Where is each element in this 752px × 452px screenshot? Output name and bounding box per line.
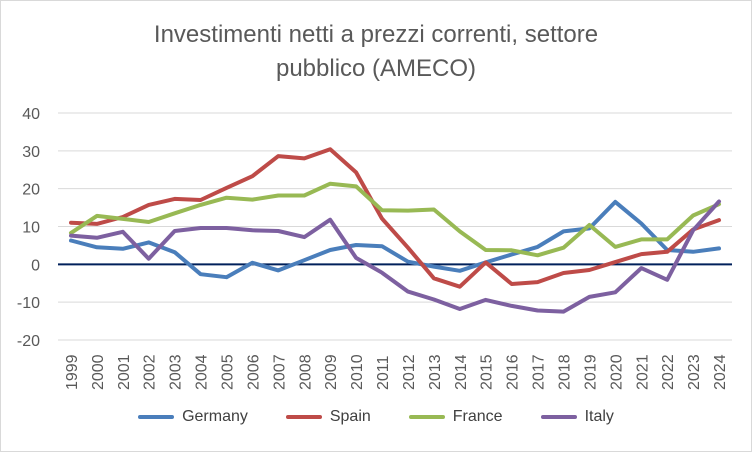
legend-swatch (540, 415, 577, 419)
legend-swatch (138, 415, 175, 419)
legend-swatch (285, 415, 322, 419)
x-tick-label: 2015 (479, 354, 496, 390)
y-tick-label: -10 (17, 295, 40, 312)
y-tick-label: 40 (22, 106, 40, 123)
x-tick-label: 2014 (453, 354, 470, 390)
x-tick-label: 2022 (660, 354, 677, 390)
legend-swatch (408, 415, 445, 419)
legend-item-germany: Germany (138, 408, 248, 426)
y-tick-label: 0 (31, 257, 40, 274)
series-line-france (69, 181, 721, 258)
x-tick-label: 2007 (271, 354, 288, 390)
x-tick-label: 2012 (401, 354, 418, 390)
x-tick-label: 1999 (64, 354, 81, 390)
series-line-italy (69, 199, 721, 314)
chart-title-line-1: Investimenti netti a prezzi correnti, se… (153, 21, 599, 48)
x-tick-label: 2006 (245, 354, 262, 390)
x-tick-label: 2018 (557, 354, 574, 390)
x-tick-label: 2016 (505, 354, 522, 390)
x-tick-label: 2019 (582, 354, 599, 390)
x-tick-label: 2002 (142, 354, 159, 390)
x-tick-label: 2003 (168, 354, 185, 390)
chart-legend: Germany Spain France Italy (0, 408, 752, 426)
legend-item-italy: Italy (540, 408, 614, 426)
x-tick-label: 2010 (349, 354, 366, 390)
chart-title: Investimenti netti a prezzi correnti, se… (0, 18, 752, 86)
x-tick-label: 2000 (90, 354, 107, 390)
legend-item-france: France (408, 408, 503, 426)
x-tick-label: 2017 (531, 354, 548, 390)
x-tick-label: 2024 (712, 354, 729, 390)
legend-label: Germany (182, 408, 248, 425)
x-tick-label: 2001 (116, 354, 133, 390)
y-tick-label: 20 (22, 182, 40, 199)
y-tick-label: 10 (22, 220, 40, 237)
x-tick-label: 2013 (427, 354, 444, 390)
legend-label: France (452, 408, 503, 425)
legend-label: Spain (329, 408, 371, 425)
legend-label: Italy (584, 408, 614, 425)
y-tick-label: 30 (22, 144, 40, 161)
x-tick-label: 2009 (323, 354, 340, 390)
x-tick-label: 2021 (634, 354, 651, 390)
series-line-spain (69, 147, 721, 289)
legend-item-spain: Spain (285, 408, 371, 426)
x-tick-label: 2023 (686, 354, 703, 390)
x-tick-label: 2004 (194, 354, 211, 390)
x-tick-label: 2005 (220, 354, 237, 390)
x-tick-label: 2011 (375, 355, 392, 390)
x-tick-label: 2008 (297, 354, 314, 390)
x-tick-label: 2020 (608, 354, 625, 390)
series-line-germany (69, 199, 721, 280)
chart-title-line-2: pubblico (AMECO) (275, 55, 477, 82)
y-tick-label: -20 (17, 333, 40, 350)
